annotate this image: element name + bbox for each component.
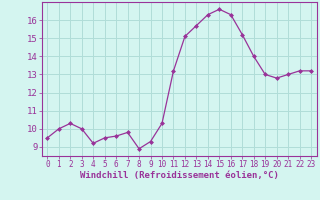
X-axis label: Windchill (Refroidissement éolien,°C): Windchill (Refroidissement éolien,°C) (80, 171, 279, 180)
